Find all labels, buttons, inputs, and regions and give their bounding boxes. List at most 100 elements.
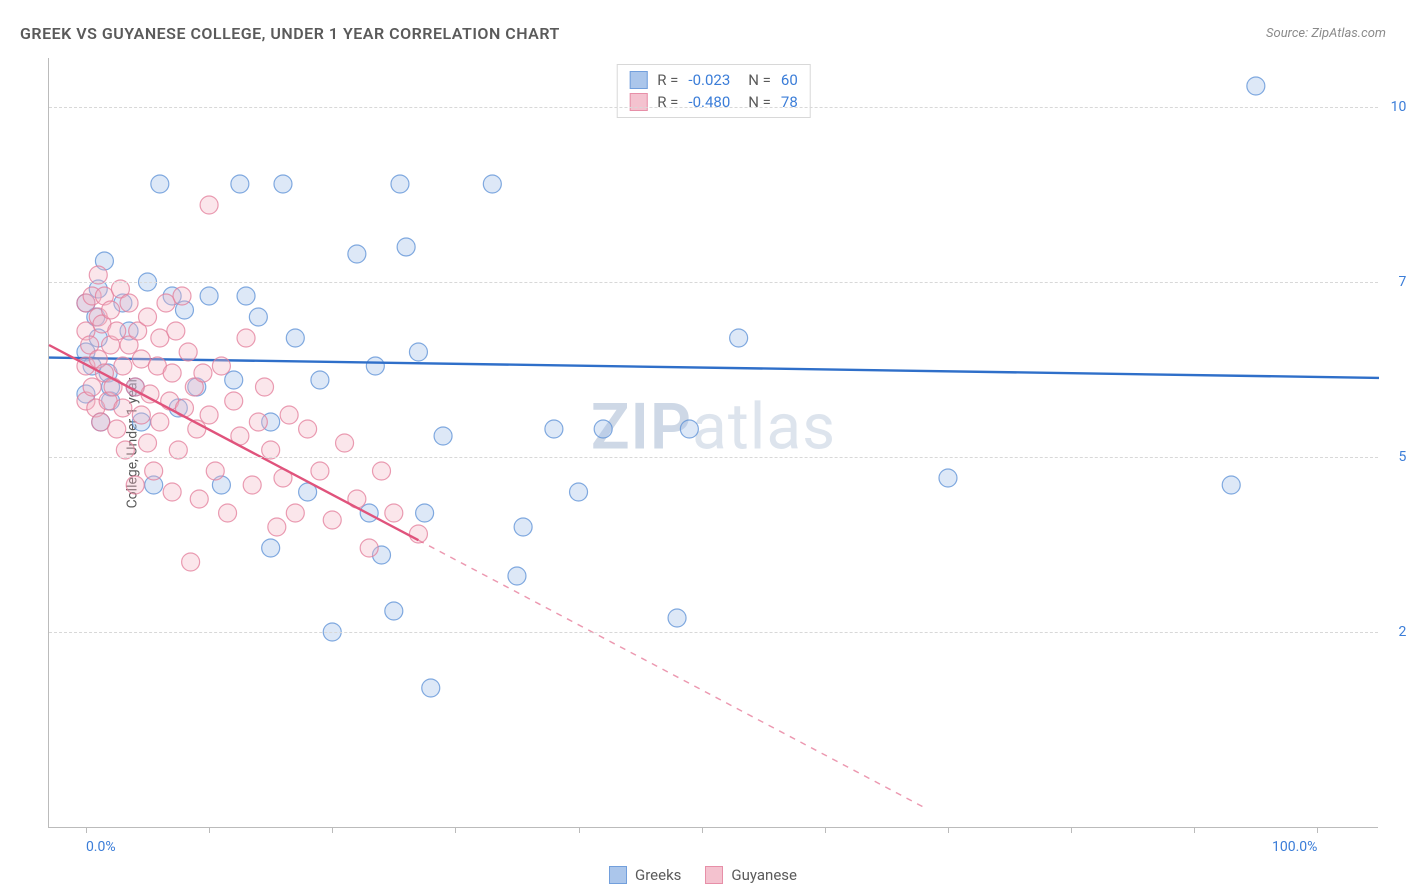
chart-container: GREEK VS GUYANESE COLLEGE, UNDER 1 YEAR … bbox=[0, 0, 1406, 892]
scatter-point bbox=[385, 504, 403, 522]
scatter-point bbox=[194, 364, 212, 382]
scatter-point bbox=[570, 483, 588, 501]
legend-N-value: 78 bbox=[781, 93, 798, 111]
scatter-point bbox=[225, 392, 243, 410]
y-tick-label: 100.0% bbox=[1391, 99, 1406, 115]
scatter-point bbox=[409, 343, 427, 361]
scatter-point bbox=[206, 462, 224, 480]
scatter-point bbox=[120, 294, 138, 312]
legend-series-item: Guyanese bbox=[705, 866, 797, 884]
x-tick bbox=[1317, 827, 1318, 833]
scatter-point bbox=[366, 357, 384, 375]
x-tick bbox=[332, 827, 333, 833]
scatter-point bbox=[108, 420, 126, 438]
scatter-point bbox=[385, 602, 403, 620]
scatter-point bbox=[126, 476, 144, 494]
trend-line bbox=[49, 358, 1379, 378]
scatter-point bbox=[92, 413, 110, 431]
scatter-point bbox=[83, 378, 101, 396]
scatter-point bbox=[280, 406, 298, 424]
scatter-point bbox=[286, 504, 304, 522]
scatter-point bbox=[163, 483, 181, 501]
legend-series-name: Greeks bbox=[635, 866, 681, 884]
legend-series-name: Guyanese bbox=[731, 866, 797, 884]
y-tick-label: 50.0% bbox=[1398, 449, 1406, 465]
legend-R-label: R = bbox=[657, 71, 678, 89]
scatter-point bbox=[323, 511, 341, 529]
scatter-point bbox=[262, 539, 280, 557]
chart-title: GREEK VS GUYANESE COLLEGE, UNDER 1 YEAR … bbox=[20, 24, 560, 43]
scatter-point bbox=[132, 350, 150, 368]
x-tick bbox=[455, 827, 456, 833]
scatter-point bbox=[545, 420, 563, 438]
legend-series-item: Greeks bbox=[609, 866, 681, 884]
legend-swatch bbox=[629, 71, 647, 89]
legend-row: R =-0.023N =60 bbox=[629, 69, 798, 91]
scatter-point bbox=[151, 413, 169, 431]
legend-R-label: R = bbox=[657, 93, 678, 111]
legend-swatch bbox=[609, 866, 627, 884]
x-tick bbox=[579, 827, 580, 833]
scatter-point bbox=[397, 238, 415, 256]
scatter-point bbox=[167, 322, 185, 340]
scatter-point bbox=[212, 357, 230, 375]
x-tick bbox=[1071, 827, 1072, 833]
y-tick-label: 75.0% bbox=[1398, 274, 1406, 290]
legend-correlation: R =-0.023N =60R =-0.480N =78 bbox=[616, 64, 811, 118]
scatter-point bbox=[114, 357, 132, 375]
scatter-point bbox=[1247, 77, 1265, 95]
scatter-point bbox=[139, 308, 157, 326]
scatter-point bbox=[237, 287, 255, 305]
x-tick bbox=[86, 827, 87, 833]
scatter-point bbox=[200, 287, 218, 305]
scatter-point bbox=[104, 378, 122, 396]
scatter-point bbox=[268, 518, 286, 536]
scatter-point bbox=[145, 462, 163, 480]
scatter-point bbox=[939, 469, 957, 487]
scatter-point bbox=[243, 476, 261, 494]
scatter-point bbox=[422, 679, 440, 697]
scatter-point bbox=[151, 175, 169, 193]
legend-swatch bbox=[705, 866, 723, 884]
scatter-point bbox=[434, 427, 452, 445]
scatter-point bbox=[1222, 476, 1240, 494]
x-tick bbox=[209, 827, 210, 833]
legend-series: Greeks Guyanese bbox=[609, 866, 797, 884]
scatter-point bbox=[373, 462, 391, 480]
scatter-point bbox=[139, 434, 157, 452]
x-tick bbox=[702, 827, 703, 833]
scatter-point bbox=[190, 490, 208, 508]
scatter-point bbox=[157, 294, 175, 312]
scatter-point bbox=[730, 329, 748, 347]
scatter-point bbox=[680, 420, 698, 438]
scatter-point bbox=[311, 371, 329, 389]
legend-swatch bbox=[629, 93, 647, 111]
scatter-point bbox=[173, 287, 191, 305]
legend-row: R =-0.480N =78 bbox=[629, 91, 798, 113]
scatter-point bbox=[249, 308, 267, 326]
legend-N-label: N = bbox=[748, 71, 771, 89]
scatter-point bbox=[299, 420, 317, 438]
scatter-point bbox=[311, 462, 329, 480]
plot-area: College, Under 1 year ZIPatlas R =-0.023… bbox=[48, 58, 1378, 828]
scatter-point bbox=[249, 413, 267, 431]
legend-R-value: -0.480 bbox=[688, 93, 730, 111]
scatter-point bbox=[114, 399, 132, 417]
scatter-point bbox=[132, 406, 150, 424]
scatter-point bbox=[200, 196, 218, 214]
x-tick-label: 100.0% bbox=[1272, 839, 1317, 855]
legend-N-value: 60 bbox=[781, 71, 798, 89]
source-label: Source: ZipAtlas.com bbox=[1266, 26, 1386, 41]
scatter-point bbox=[508, 567, 526, 585]
scatter-point bbox=[594, 420, 612, 438]
scatter-point bbox=[348, 245, 366, 263]
scatter-point bbox=[360, 539, 378, 557]
scatter-point bbox=[391, 175, 409, 193]
scatter-point bbox=[336, 434, 354, 452]
scatter-point bbox=[163, 364, 181, 382]
scatter-point bbox=[416, 504, 434, 522]
scatter-point bbox=[200, 406, 218, 424]
scatter-point bbox=[514, 518, 532, 536]
gridline-h bbox=[49, 632, 1378, 633]
scatter-point bbox=[231, 175, 249, 193]
